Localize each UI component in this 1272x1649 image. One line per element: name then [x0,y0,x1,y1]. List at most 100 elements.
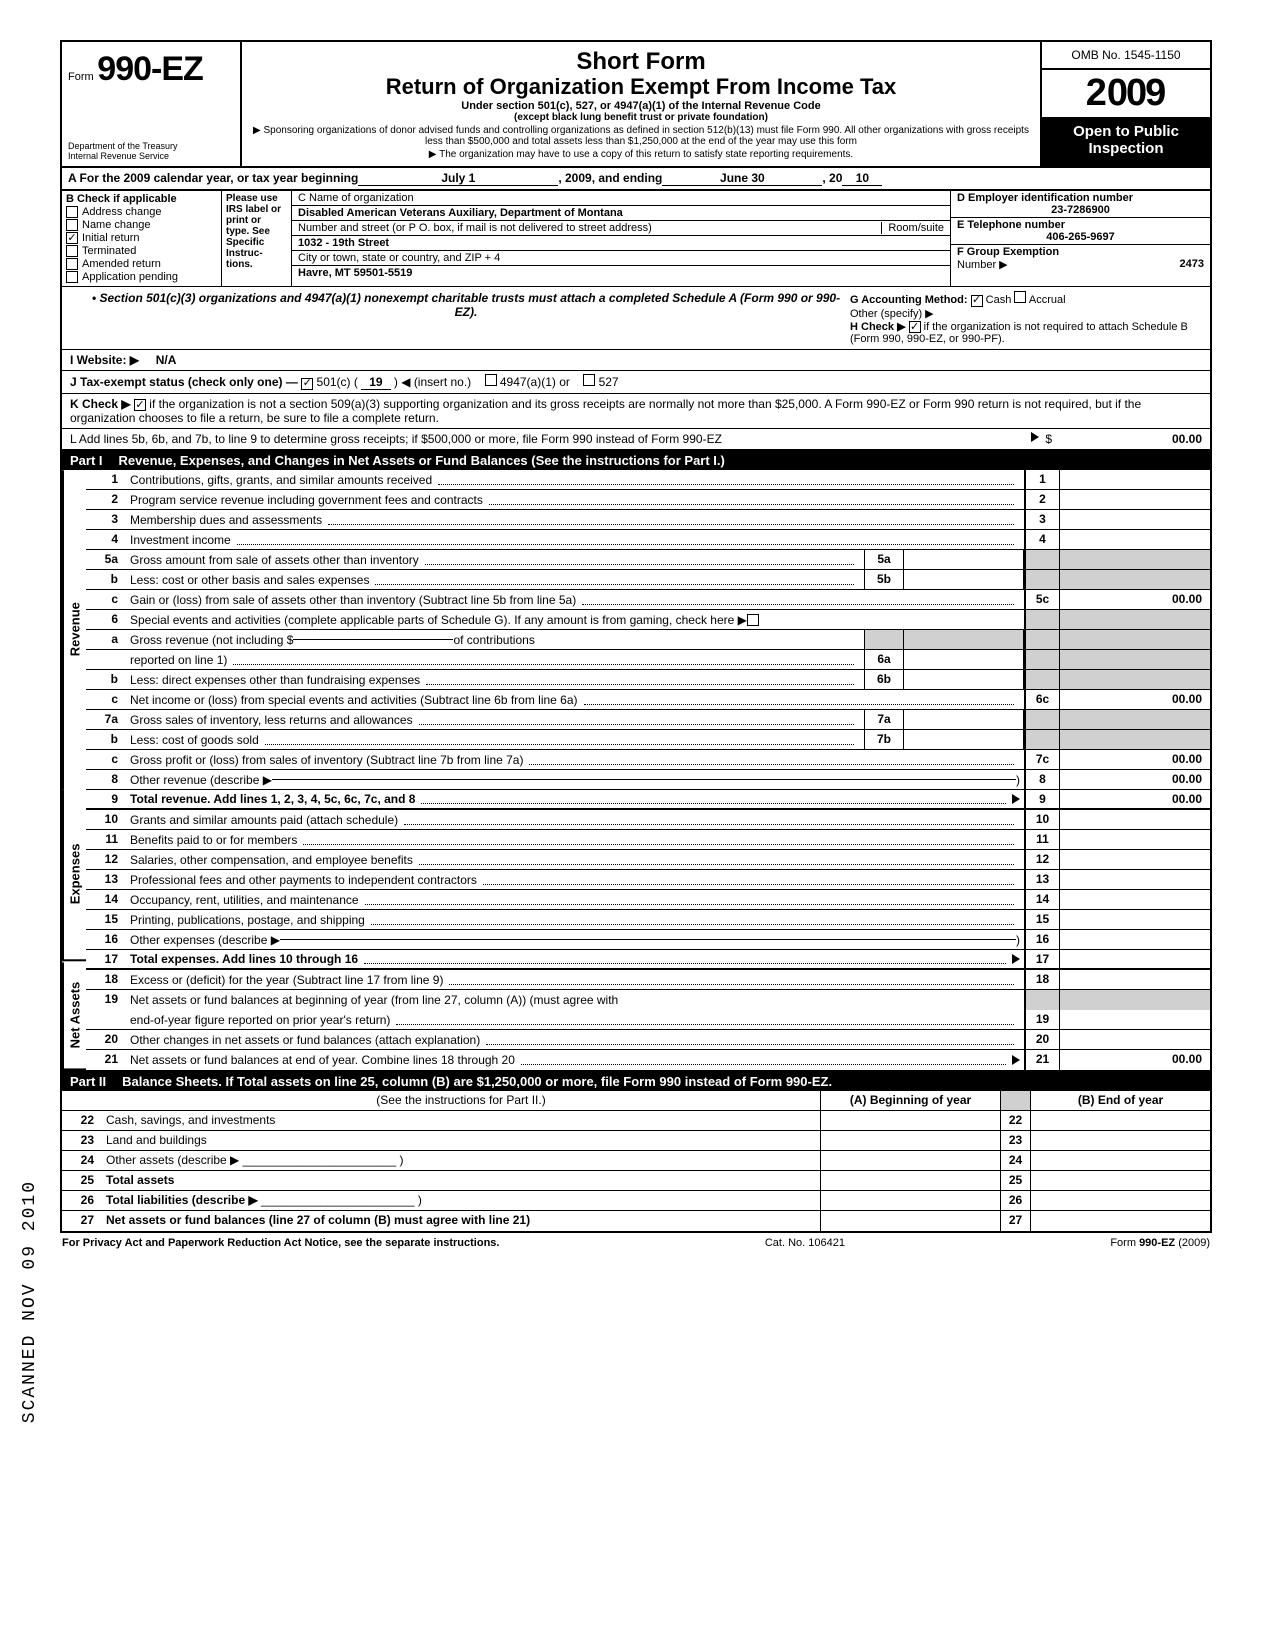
v19[interactable] [1060,1010,1210,1029]
row-a-end[interactable]: June 30 [662,171,822,186]
v7a[interactable] [904,710,1024,729]
c-street-val[interactable]: 1032 - 19th Street [298,237,389,249]
i-web-lbl: I Website: ▶ [70,353,139,367]
row-a-begin[interactable]: July 1 [358,171,558,186]
l14: Occupancy, rent, utilities, and maintena… [130,893,359,907]
bs23a[interactable] [820,1131,1000,1150]
lbl-address: Address change [82,206,162,218]
v14[interactable] [1060,890,1210,909]
bs22b[interactable] [1030,1111,1210,1130]
v5b[interactable] [904,570,1024,589]
v10[interactable] [1060,810,1210,829]
chk-pending[interactable] [66,271,78,283]
side-expenses: Expenses [62,789,86,961]
bs27b[interactable] [1030,1211,1210,1231]
bs27a[interactable] [820,1211,1000,1231]
chk-k[interactable]: ✓ [134,399,146,411]
v13[interactable] [1060,870,1210,889]
j-501c-num[interactable]: 19 [361,375,390,390]
h-check: H Check ▶ [850,321,906,333]
bs25a[interactable] [820,1171,1000,1190]
j-527: 527 [599,375,619,389]
note-text: • Section 501(c)(3) organizations and 49… [82,291,850,345]
v6a[interactable] [904,650,1024,669]
c-city-val[interactable]: Havre, MT 59501-5519 [298,267,412,279]
v7c[interactable]: 00.00 [1060,750,1210,769]
col-b-header: B Check if applicable [66,193,217,205]
chk-cash[interactable]: ✓ [971,295,983,307]
bs26a[interactable] [820,1191,1000,1210]
v1[interactable] [1060,470,1210,489]
v5a[interactable] [904,550,1024,569]
bs24a[interactable] [820,1151,1000,1170]
v9[interactable]: 00.00 [1060,790,1210,808]
col-please: Please use IRS label or print or type. S… [222,191,292,286]
block-bcd: B Check if applicable Address change Nam… [60,191,1212,286]
l7b: Less: cost of goods sold [130,733,259,747]
v16[interactable] [1060,930,1210,949]
v6c[interactable]: 00.00 [1060,690,1210,709]
d-grp-val[interactable]: 2473 [1180,258,1204,270]
bs26b[interactable] [1030,1191,1210,1210]
l5b: Less: cost or other basis and sales expe… [130,573,369,587]
chk-accrual[interactable] [1014,291,1026,303]
form-footer: For Privacy Act and Paperwork Reduction … [60,1233,1212,1253]
bs24b[interactable] [1030,1151,1210,1170]
j-4947: 4947(a)(1) or [500,375,570,389]
v5c[interactable]: 00.00 [1060,590,1210,609]
omb-number: OMB No. 1545-1150 [1042,42,1210,70]
l3: Membership dues and assessments [130,513,322,527]
lbl-amended: Amended return [82,258,161,270]
l1: Contributions, gifts, grants, and simila… [130,473,432,487]
v11[interactable] [1060,830,1210,849]
v2[interactable] [1060,490,1210,509]
chk-527[interactable] [583,374,595,386]
lbl-initial: Initial return [82,232,139,244]
v15[interactable] [1060,910,1210,929]
v3[interactable] [1060,510,1210,529]
bs-colB: (B) End of year [1030,1091,1210,1110]
chk-address[interactable] [66,206,78,218]
lbl-terminated: Terminated [82,245,136,257]
chk-501c[interactable]: ✓ [301,378,313,390]
row-a-tax-year: A For the 2009 calendar year, or tax yea… [60,166,1212,191]
chk-initial[interactable]: ✓ [66,232,78,244]
v18[interactable] [1060,970,1210,989]
bs-colA: (A) Beginning of year [820,1091,1000,1110]
c-name-lbl: C Name of organization [298,192,944,204]
v17[interactable] [1060,950,1210,968]
form-number: 990-EZ [97,50,203,88]
chk-terminated[interactable] [66,245,78,257]
l12: Salaries, other compensation, and employ… [130,853,413,867]
chk-h[interactable]: ✓ [909,321,921,333]
chk-name[interactable] [66,219,78,231]
d-ein-val[interactable]: 23-7286900 [957,204,1204,216]
v6b[interactable] [904,670,1024,689]
l-val[interactable]: 00.00 [1052,432,1202,446]
bs23b[interactable] [1030,1131,1210,1150]
g-accrual: Accrual [1029,294,1066,306]
d-grp-lbl2: Number ▶ [957,259,1008,271]
scanned-stamp: SCANNED NOV 09 2010 [20,1180,40,1423]
bs25b[interactable] [1030,1171,1210,1190]
side-netassets: Net Assets [62,962,86,1070]
v12[interactable] [1060,850,1210,869]
bs23: Land and buildings [106,1133,207,1147]
bs22a[interactable] [820,1111,1000,1130]
bs26: Total liabilities (describe ▶ [106,1193,258,1207]
v20[interactable] [1060,1030,1210,1049]
v7b[interactable] [904,730,1024,749]
lbl-name: Name change [82,219,151,231]
row-k: K Check ▶ ✓ if the organization is not a… [60,393,1212,429]
d-tel-val[interactable]: 406-265-9697 [957,231,1204,243]
chk-4947[interactable] [485,374,497,386]
c-name-val[interactable]: Disabled American Veterans Auxiliary, De… [298,207,623,219]
i-web-val[interactable]: N/A [156,353,177,367]
chk-gaming[interactable] [747,614,759,626]
v4[interactable] [1060,530,1210,549]
v21[interactable]: 00.00 [1060,1050,1210,1070]
v8[interactable]: 00.00 [1060,770,1210,789]
chk-amended[interactable] [66,258,78,270]
part2-title: Balance Sheets. If Total assets on line … [122,1074,832,1089]
row-a-yr[interactable]: 10 [842,171,882,186]
